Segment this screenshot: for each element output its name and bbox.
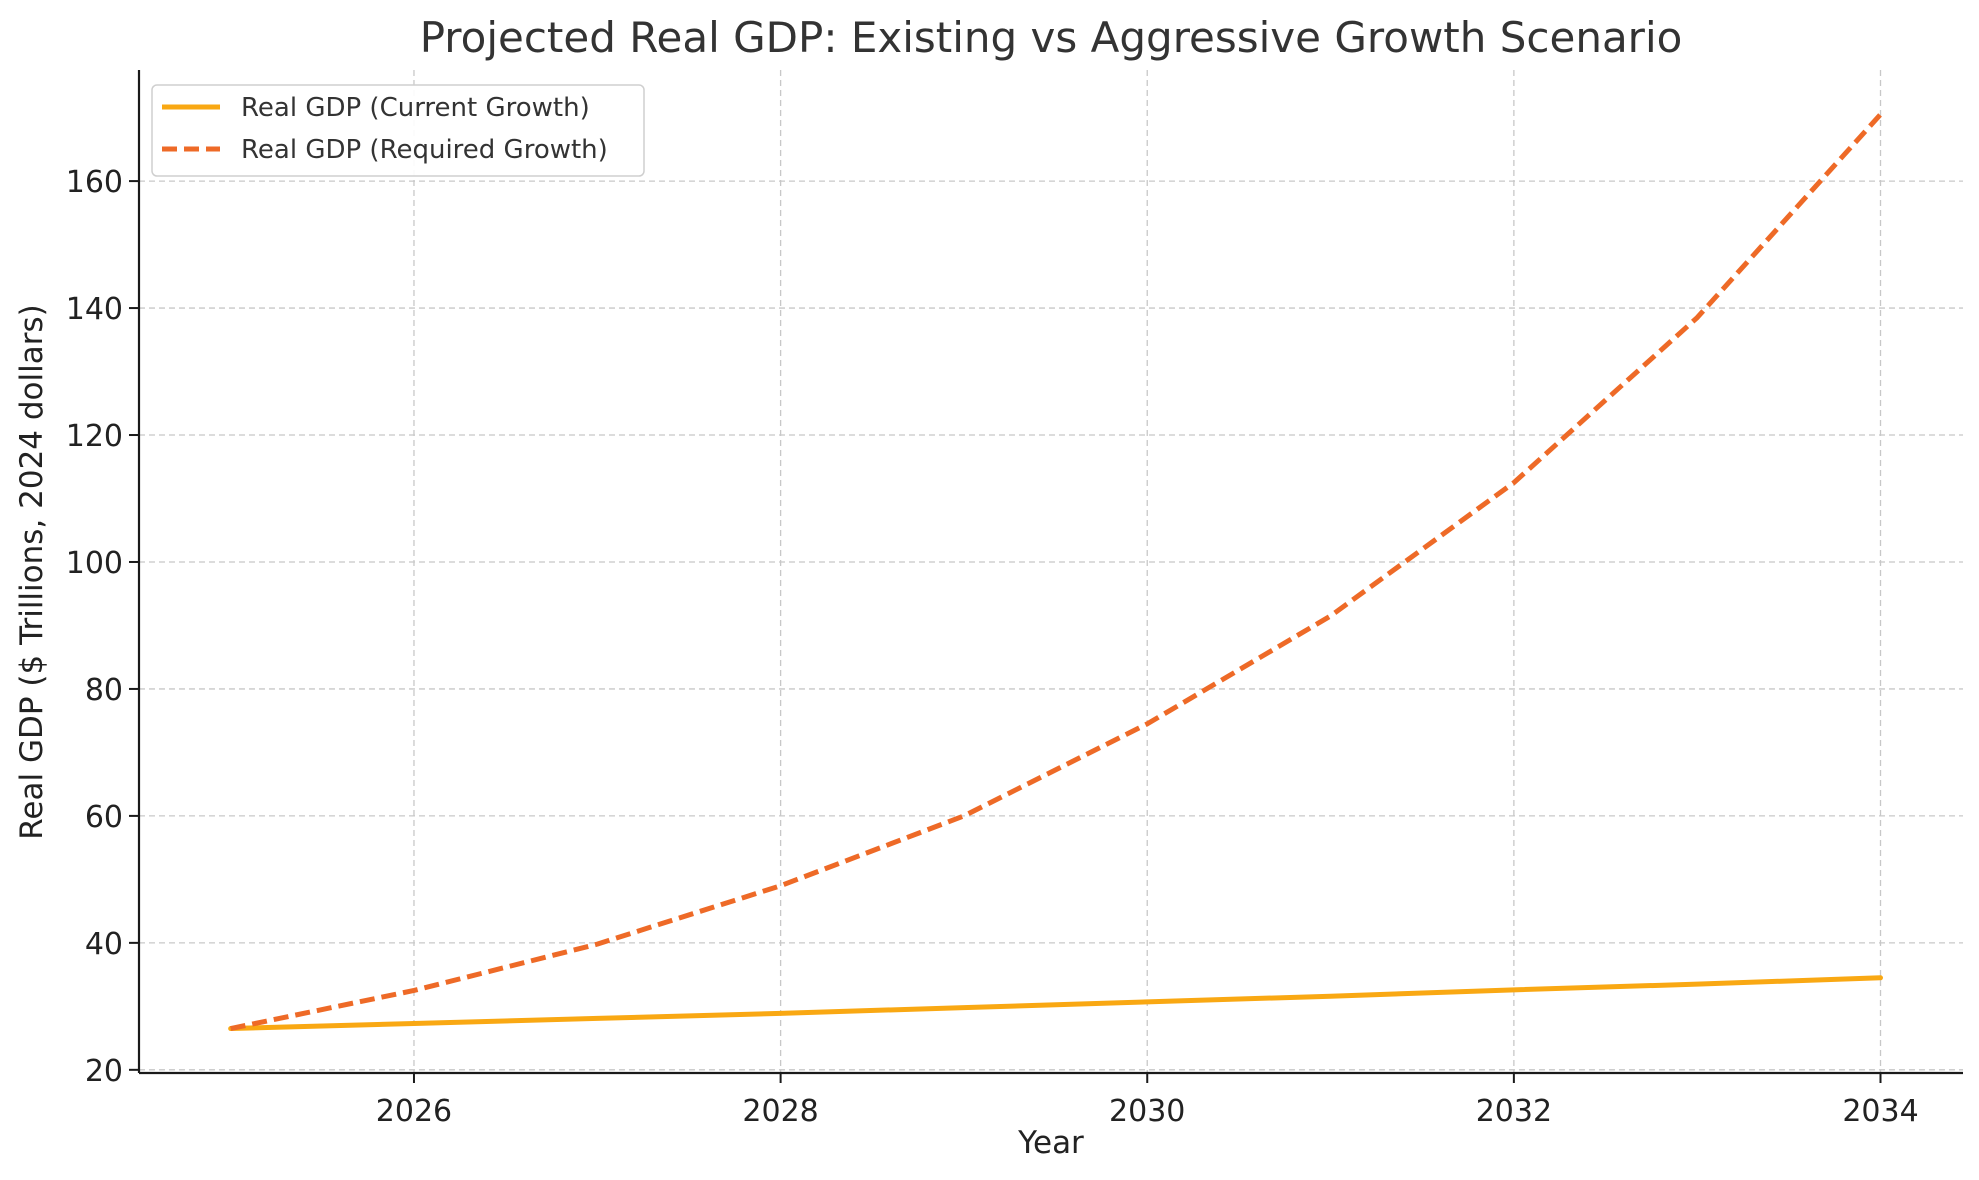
legend-label-current-growth: Real GDP (Current Growth) [241,93,590,123]
x-axis-label: Year [1017,1125,1084,1161]
y-tick-label: 40 [85,927,123,962]
x-tick-label: 2028 [742,1094,818,1129]
y-tick-label: 100 [66,546,123,581]
y-tick-label: 160 [66,165,123,200]
grid [139,70,1963,1073]
series-line-required-growth [230,112,1883,1032]
y-tick-label: 140 [66,292,123,327]
x-tick-label: 2032 [1476,1094,1552,1129]
y-axis-label: Real GDP ($ Trillions, 2024 dollars) [14,304,50,839]
x-tick-label: 2034 [1842,1094,1918,1129]
y-tick-label: 80 [85,673,123,708]
x-tick-label: 2026 [376,1094,452,1129]
y-tick-label: 120 [66,419,123,454]
legend-label-required-growth: Real GDP (Required Growth) [241,135,608,165]
chart-title: Projected Real GDP: Existing vs Aggressi… [420,13,1683,62]
y-axis-ticks: 20 40 60 80 100 120 140 160 [66,165,139,1089]
x-tick-label: 2030 [1109,1094,1185,1129]
series-line-current-growth [228,975,1884,1032]
y-tick-label: 20 [85,1054,123,1089]
legend-frame [151,84,645,177]
series-layer [228,112,1884,1032]
y-tick-label: 60 [85,800,123,835]
x-axis-ticks: 2026 2028 2030 2032 2034 [376,1073,1919,1129]
legend: Real GDP (Current Growth) Real GDP (Requ… [151,84,645,177]
